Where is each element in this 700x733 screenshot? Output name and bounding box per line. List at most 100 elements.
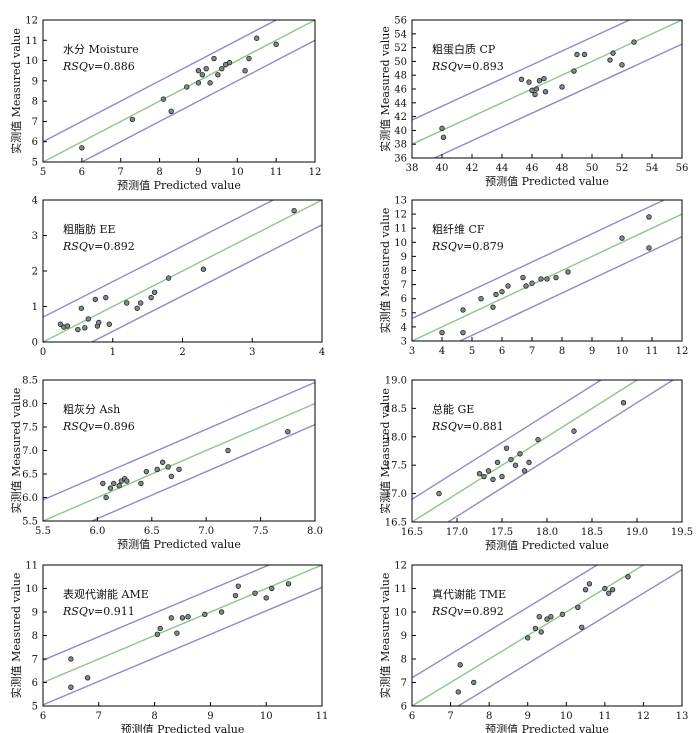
data-point [619,62,625,68]
x-tick-label: 11 [646,346,659,357]
data-point [106,321,112,327]
y-tick-label: 3 [401,337,407,348]
x-tick-label: 44 [496,163,509,174]
x-axis-label: 预测值 Predicted value [121,723,245,733]
chart-panel-8: 6 7 8 9 10 11 12 13 6 7 8 9 10 11 12 真代谢能 TME RSQv=0.892… [378,561,688,733]
plot-area [412,565,682,706]
y-tick-label: 48 [394,71,407,82]
x-tick-label: 7 [529,346,535,357]
rsq-value: =0.879 [463,240,504,253]
y-tick-label: 7 [401,678,407,689]
fit-line [43,565,322,684]
y-tick-label: 16.5 [385,518,407,529]
chart-panel-2: 38 40 42 44 46 48 50 52 54 5636384042444648505254… [378,16,689,189]
rsq-symbol: RSQv [431,60,464,73]
y-axis-label: 实测值 Measured value [378,573,392,699]
x-tick-label: 4 [439,346,445,357]
data-point [439,329,445,336]
data-point [548,614,554,620]
data-point [494,459,501,466]
component-label: 水分 Moisture [63,43,139,56]
data-point [538,629,544,635]
data-point [536,78,543,84]
data-point [559,611,566,618]
data-point [505,283,511,289]
rsq-symbol: RSQv [62,420,95,433]
data-point [471,679,477,686]
data-point [116,483,122,489]
x-tick-label: 16.5 [401,527,423,538]
x-tick-label: 6 [499,346,505,357]
rsq-value: =0.881 [463,420,504,433]
x-tick-label: 12 [637,711,650,722]
x-tick-label: 8 [156,167,162,178]
y-tick-label: 6.5 [22,470,38,481]
y-axis-label: 实测值 Measured value [9,388,23,514]
x-tick-label: 8 [151,711,157,722]
y-tick-label: 7 [401,280,407,291]
x-tick-label: 7.5 [253,526,269,537]
data-point [68,656,74,662]
x-tick-label: 12 [309,167,322,178]
lower-band-line [456,569,682,706]
rsq-label: RSQv=0.892 [431,605,504,618]
data-point [134,305,140,311]
data-point [148,294,154,301]
y-tick-label: 56 [394,16,407,27]
data-point [478,296,484,302]
x-tick-label: 7 [447,711,453,722]
x-tick-label: 38 [406,163,419,174]
x-tick-label: 3 [409,346,415,357]
x-tick-label: 1 [110,347,116,358]
rsq-symbol: RSQv [431,240,464,253]
data-point [273,41,279,48]
fit-line [412,20,682,145]
rsq-label: RSQv=0.896 [62,420,135,433]
fit-line [43,402,315,521]
data-point [85,316,92,322]
x-tick-label: 56 [676,163,689,174]
y-tick-label: 6.0 [22,493,38,504]
data-point [574,51,580,58]
y-tick-label: 10 [394,608,407,619]
data-point [571,428,577,434]
chart-panel-1: 5 6 7 8 9 10 11 12 5 6 7 8 9 10 11 12 水分 Moisture RSQv=0.… [9,16,322,193]
y-tick-label: 9 [401,252,407,263]
plot-area [43,381,315,521]
upper-band-line [43,381,315,501]
upper-band-line [412,200,666,320]
x-tick-label: 6.5 [144,526,160,537]
x-tick-label: 4 [319,347,325,358]
data-point [82,325,88,331]
x-tick-label: 9 [195,167,201,178]
data-point [269,585,275,592]
rsq-label: RSQv=0.893 [431,60,504,73]
data-point [532,91,538,98]
data-point [646,245,652,251]
x-tick-label: 10 [260,711,273,722]
x-tick-label: 7 [96,711,102,722]
y-tick-label: 11 [25,561,38,572]
data-point [225,447,231,454]
data-point [291,207,297,214]
data-point [235,583,241,589]
data-point [203,65,209,72]
y-tick-label: 7 [32,117,38,128]
data-point [168,108,174,114]
data-point [490,304,496,310]
data-point [544,276,550,282]
data-point [533,86,540,92]
x-tick-label: 5 [469,346,475,357]
plot-area [412,200,682,341]
data-point [609,586,616,593]
data-point [200,266,207,272]
data-point [538,276,544,282]
data-point [263,595,269,601]
y-tick-label: 10 [394,238,407,249]
x-tick-label: 9 [589,346,595,357]
data-point [159,459,166,465]
data-point [536,614,542,620]
data-point [476,471,483,477]
rsq-label: RSQv=0.879 [431,240,504,253]
